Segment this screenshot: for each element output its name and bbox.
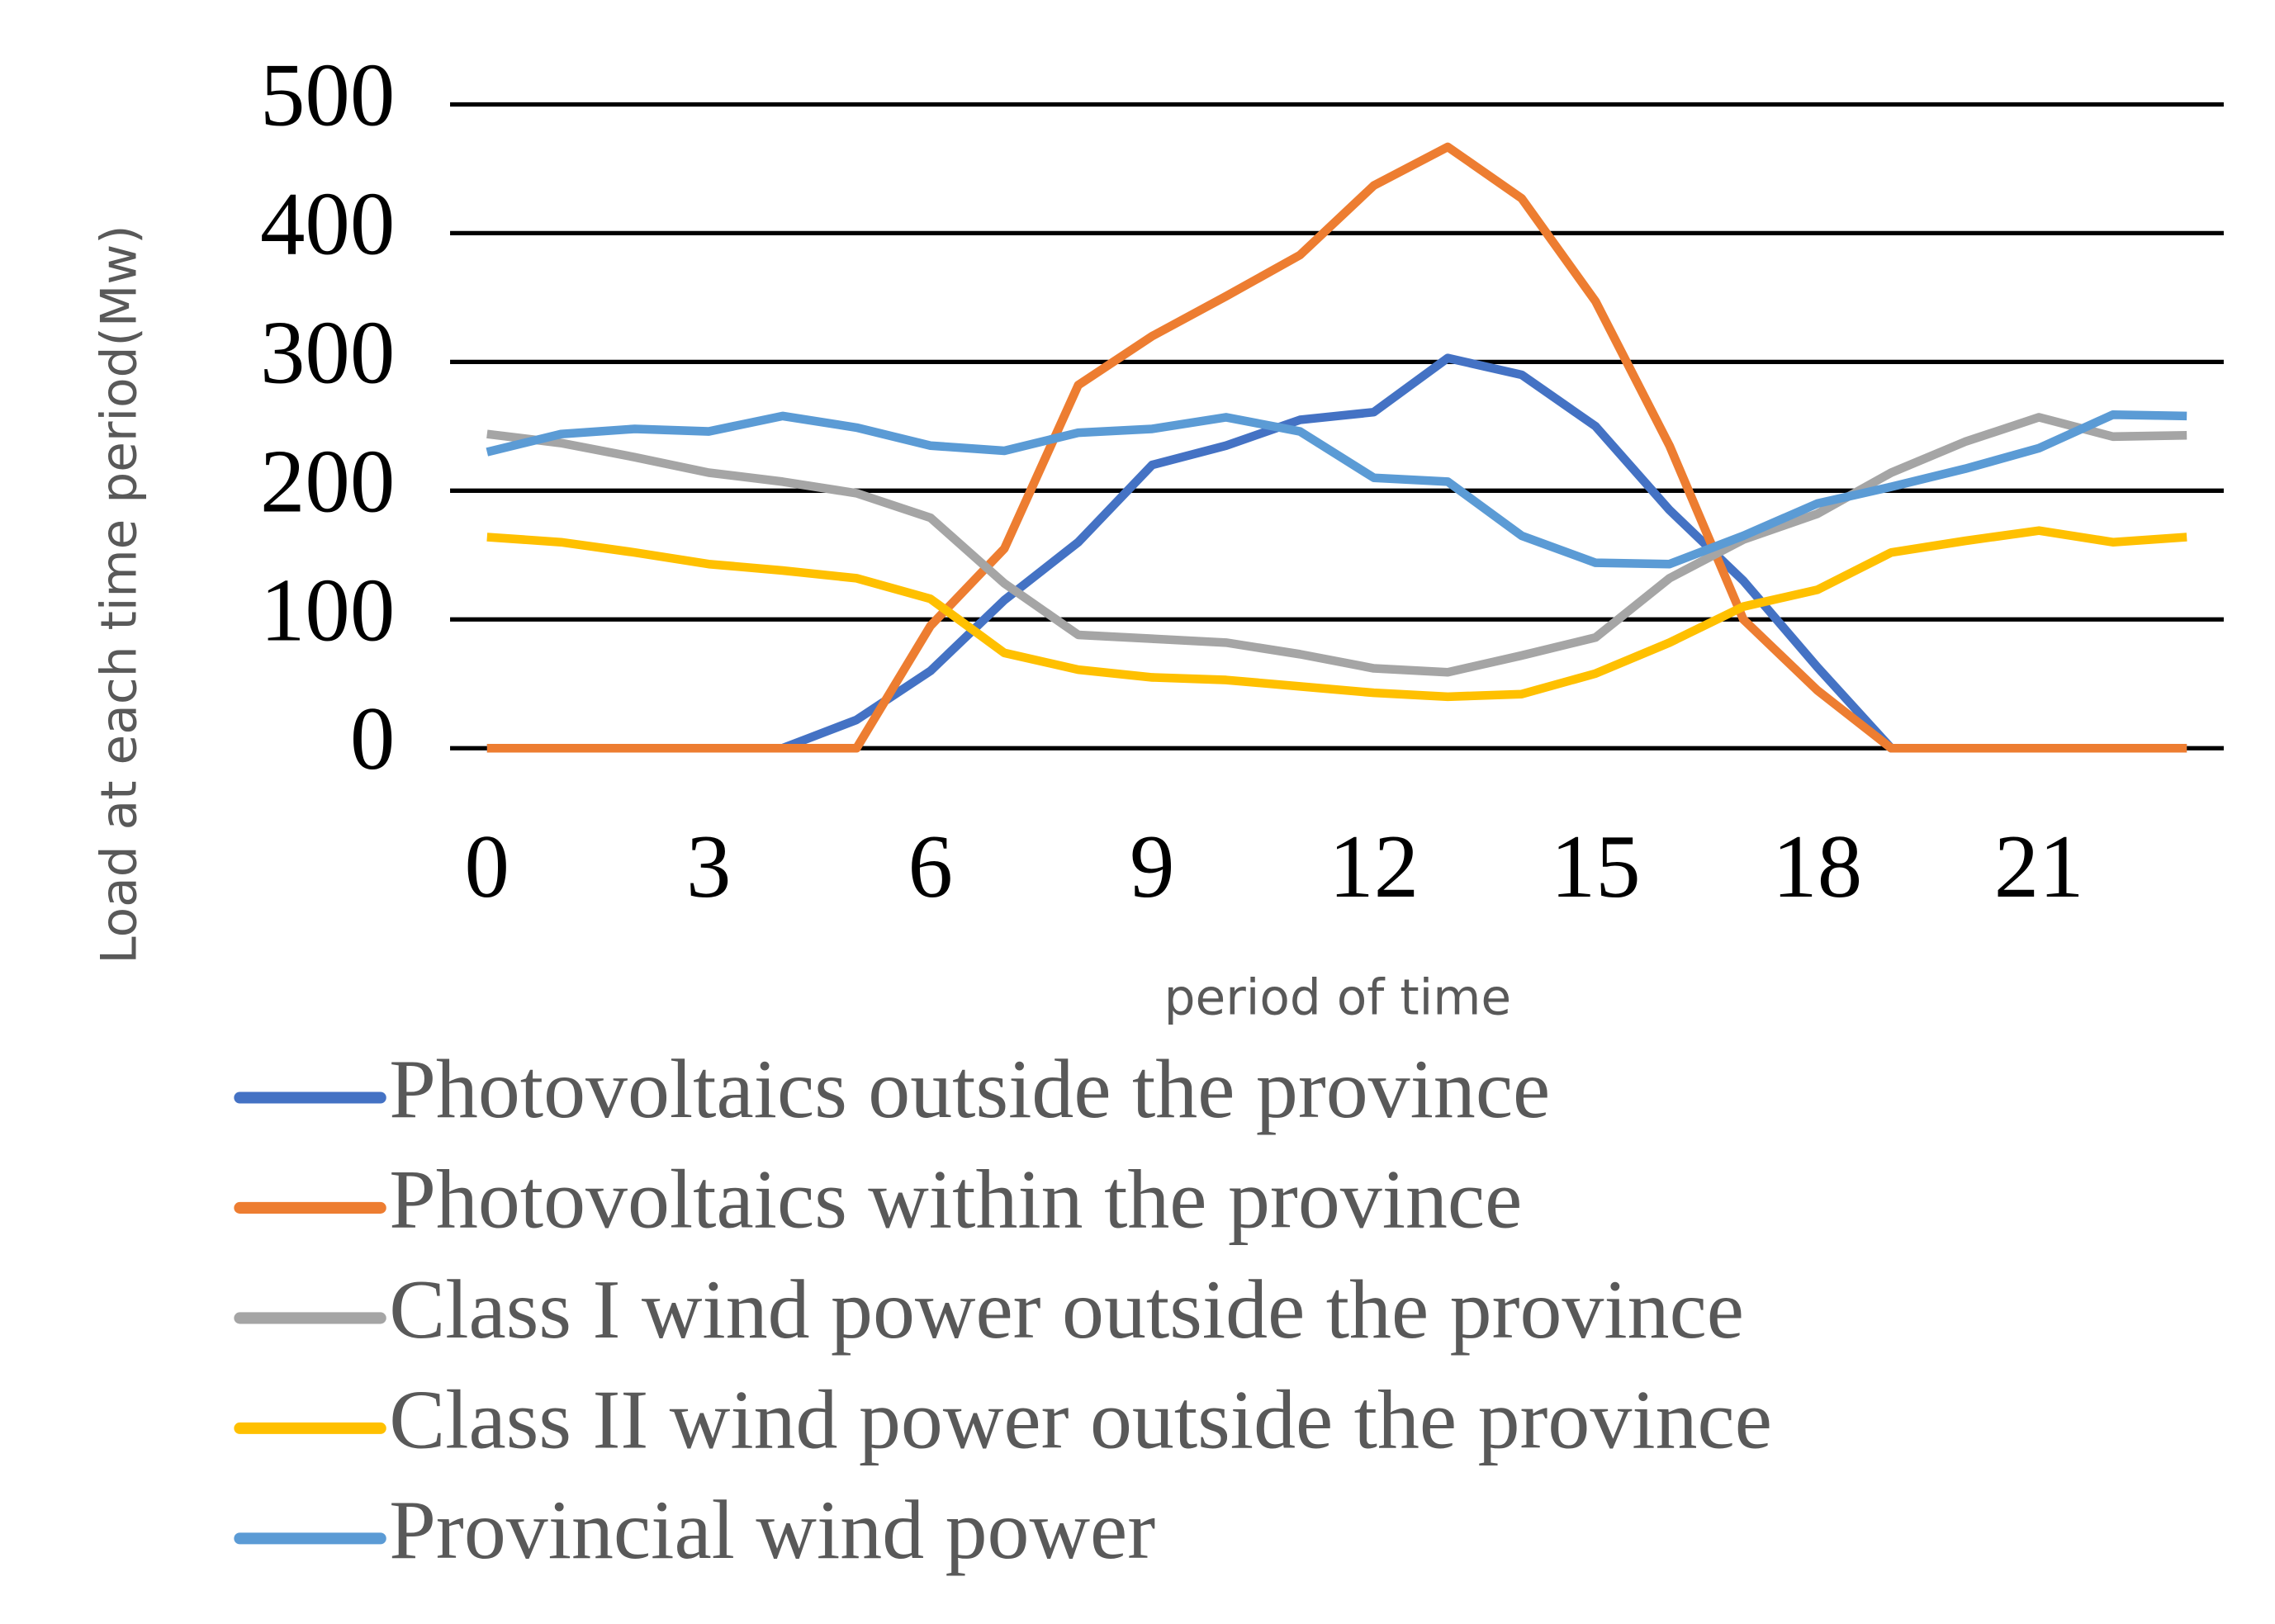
legend-label: Photovoltaics outside the province xyxy=(389,1043,1550,1136)
y-tick-label: 300 xyxy=(260,302,395,402)
y-tick-label: 500 xyxy=(260,45,395,144)
y-tick-label: 400 xyxy=(260,173,395,273)
y-axis-title: Load at each time period(Mw) xyxy=(92,225,149,964)
x-tick-label: 21 xyxy=(1994,817,2084,916)
x-tick-label: 0 xyxy=(465,817,510,916)
legend-label: Class I wind power outside the province xyxy=(389,1263,1744,1356)
legend-label: Class II wind power outside the province xyxy=(389,1373,1772,1466)
x-axis-title: period of time xyxy=(1164,969,1512,1026)
x-tick-label: 12 xyxy=(1329,817,1419,916)
series-line xyxy=(486,142,2187,753)
y-tick-label: 100 xyxy=(260,560,395,660)
x-tick-label: 15 xyxy=(1551,817,1641,916)
y-tick-label: 0 xyxy=(350,689,395,788)
x-tick-label: 3 xyxy=(686,817,731,916)
x-tick-label: 9 xyxy=(1130,817,1174,916)
x-tick-label: 6 xyxy=(908,817,953,916)
legend-label: Provincial wind power xyxy=(389,1484,1155,1577)
y-tick-label: 200 xyxy=(260,431,395,531)
x-tick-label: 18 xyxy=(1772,817,1862,916)
series-line xyxy=(486,526,2187,702)
legend-label: Photovoltaics within the province xyxy=(389,1153,1522,1246)
series-line xyxy=(486,410,2187,569)
series-line xyxy=(486,413,2187,677)
